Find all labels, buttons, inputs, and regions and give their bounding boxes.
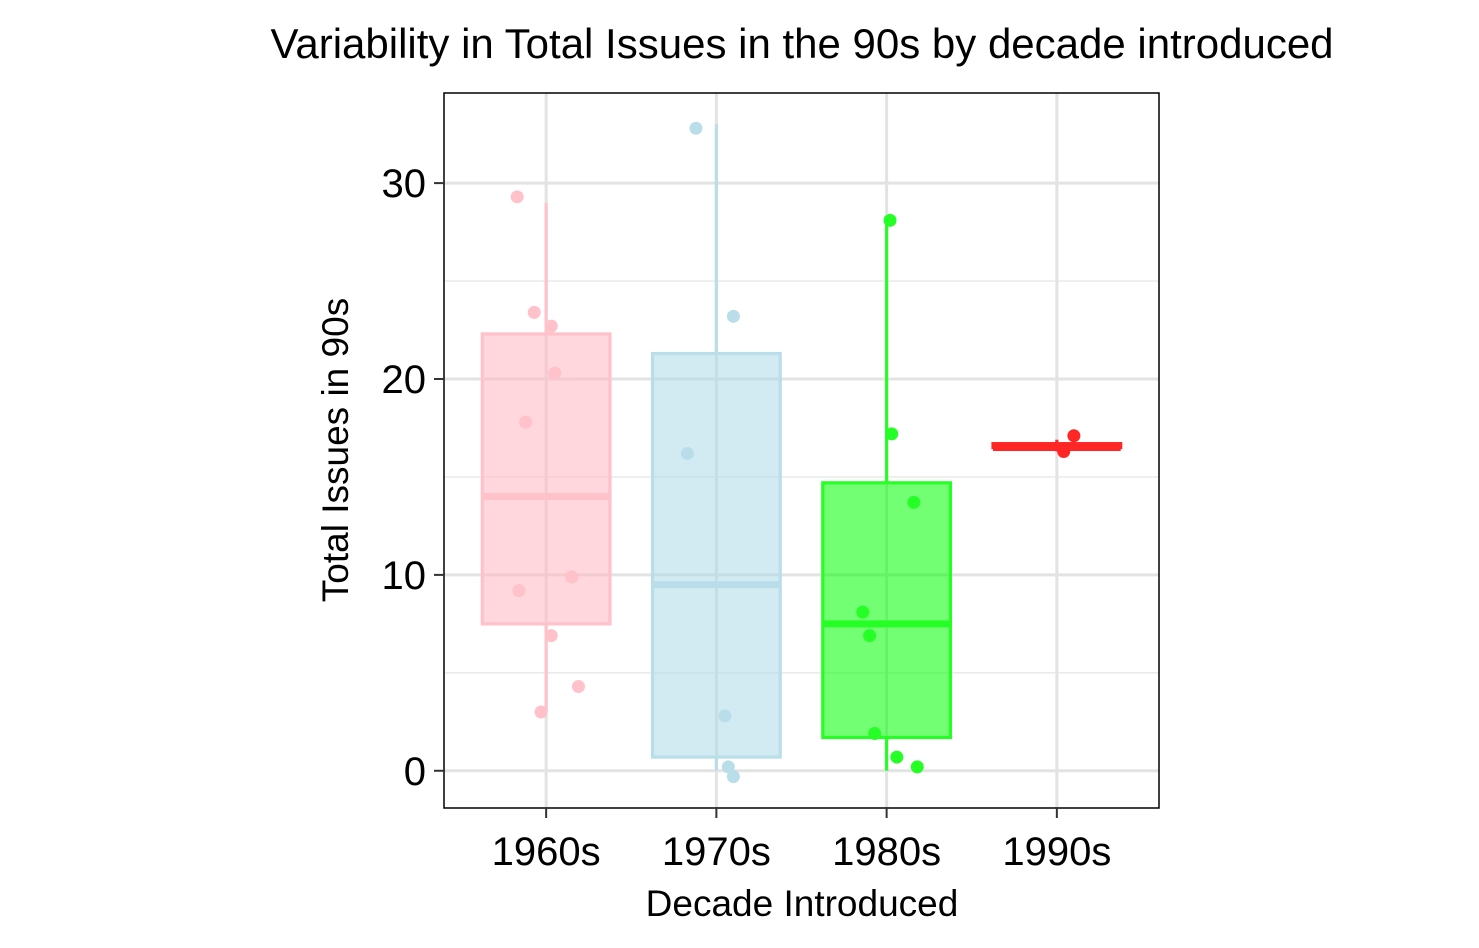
data-point <box>856 605 870 619</box>
jitter-points <box>510 121 1081 784</box>
data-point <box>680 446 694 460</box>
data-point <box>721 760 735 774</box>
data-point <box>534 705 548 719</box>
x-tick-label: 1990s <box>1002 830 1111 874</box>
data-point <box>868 727 882 741</box>
box-iqr <box>650 351 782 759</box>
y-tick-label: 30 <box>382 162 427 206</box>
data-point <box>544 319 558 333</box>
data-point <box>548 366 562 380</box>
data-point <box>718 709 732 723</box>
box-1980s <box>821 222 953 771</box>
data-point <box>571 680 585 694</box>
data-point <box>512 584 526 598</box>
box-1970s <box>650 124 782 771</box>
x-tick-label: 1970s <box>662 830 771 874</box>
data-point <box>890 750 904 764</box>
data-point <box>1057 444 1071 458</box>
box-1960s <box>480 202 612 713</box>
data-point <box>726 309 740 323</box>
box-1990s <box>991 439 1123 452</box>
y-axis-ticks: 0 10 20 30 <box>382 162 444 794</box>
data-point <box>910 760 924 774</box>
y-tick-label: 20 <box>382 358 427 402</box>
data-point <box>519 415 533 429</box>
data-point <box>863 629 877 643</box>
box-iqr <box>821 481 953 740</box>
x-tick-label: 1960s <box>492 830 601 874</box>
x-axis-ticks: 1960s 1970s 1980s 1990s <box>492 808 1111 874</box>
data-point <box>883 213 897 227</box>
data-point <box>510 190 524 204</box>
y-tick-label: 10 <box>382 554 427 598</box>
box-iqr <box>480 332 612 626</box>
box-series <box>480 124 1123 771</box>
data-point <box>689 121 703 135</box>
chart-title: Variability in Total Issues in the 90s b… <box>270 20 1333 67</box>
data-point <box>1067 429 1081 443</box>
data-point <box>907 495 921 509</box>
y-tick-label: 0 <box>404 750 426 794</box>
y-axis-title: Total Issues in 90s <box>315 298 356 602</box>
data-point <box>544 629 558 643</box>
data-point <box>885 427 899 441</box>
plot-panel-border <box>443 92 1160 809</box>
data-point <box>565 570 579 584</box>
data-point <box>527 305 541 319</box>
data-point <box>726 770 740 784</box>
x-axis-title: Decade Introduced <box>646 883 959 924</box>
x-tick-label: 1980s <box>832 830 941 874</box>
